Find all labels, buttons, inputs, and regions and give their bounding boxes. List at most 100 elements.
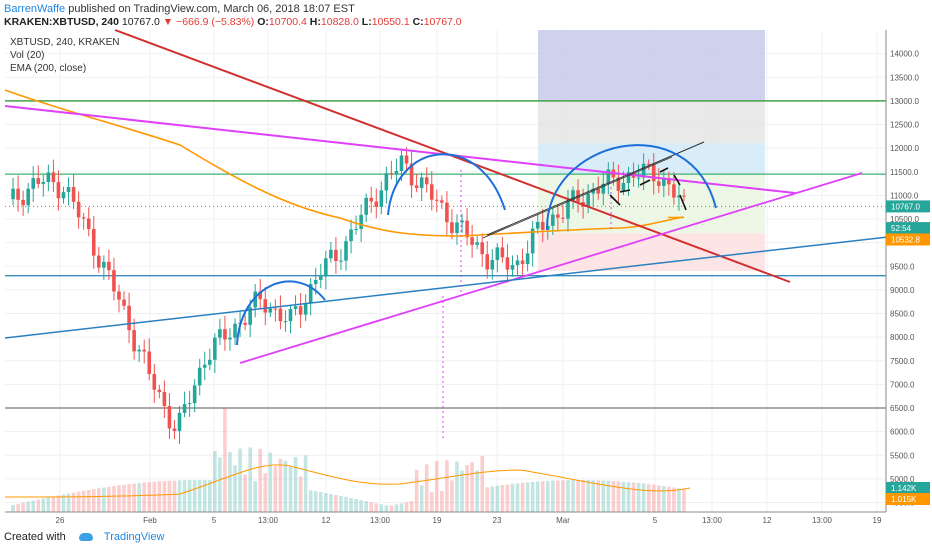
candle-body bbox=[616, 177, 621, 191]
rising-support-line bbox=[239, 172, 863, 364]
volume-bar bbox=[61, 494, 66, 512]
close-value: 10767.0 bbox=[423, 16, 462, 28]
candle-body bbox=[354, 228, 358, 230]
volume-bar bbox=[318, 492, 323, 512]
price-tick-label: 11500.0 bbox=[890, 168, 919, 177]
volume-bar bbox=[677, 488, 681, 512]
drawing-overlays bbox=[4, 29, 915, 498]
candle-body bbox=[667, 178, 671, 185]
volume-bar bbox=[601, 480, 606, 512]
legend-ema: EMA (200, close) bbox=[10, 63, 87, 74]
candle-body bbox=[419, 177, 424, 188]
candle-body bbox=[525, 253, 530, 265]
arc-pattern bbox=[545, 144, 717, 231]
volume-bar bbox=[102, 487, 106, 512]
volume-bar bbox=[369, 502, 374, 512]
volume-bar bbox=[152, 481, 157, 512]
candle-body bbox=[329, 249, 333, 259]
volume-bar bbox=[419, 485, 424, 512]
candle-body bbox=[167, 406, 172, 429]
candle-body bbox=[445, 202, 449, 223]
candle-body bbox=[117, 291, 121, 300]
candle-body bbox=[51, 172, 56, 183]
footer: Created with TradingView bbox=[4, 531, 164, 543]
candle-body bbox=[318, 276, 323, 280]
axes: 4500.05000.05500.06000.06500.07000.07500… bbox=[5, 30, 930, 525]
volume-bar bbox=[455, 461, 459, 512]
candle-body bbox=[137, 349, 141, 352]
candle-body bbox=[485, 254, 490, 270]
candle-body bbox=[455, 222, 459, 233]
volume-bar bbox=[207, 480, 212, 512]
candle-body bbox=[36, 178, 41, 184]
volume-bar bbox=[86, 489, 91, 512]
price-tick-label: 5500.0 bbox=[890, 451, 915, 460]
price-tick-label: 14000.0 bbox=[890, 50, 919, 59]
volume-bar bbox=[364, 501, 368, 512]
candle-body bbox=[122, 299, 126, 306]
volume-bar bbox=[51, 496, 56, 512]
candle-body bbox=[298, 306, 303, 315]
candle-body bbox=[46, 172, 51, 183]
volume-bar bbox=[530, 481, 535, 512]
candle-body bbox=[177, 412, 182, 432]
candle-body bbox=[495, 247, 500, 261]
candle-body bbox=[424, 177, 429, 185]
candle-body bbox=[192, 385, 197, 404]
volume-bar bbox=[616, 481, 621, 512]
candle-body bbox=[556, 214, 560, 218]
volume-bar bbox=[520, 482, 525, 512]
volume-bar bbox=[379, 504, 384, 512]
price-tick-label: 5000.0 bbox=[890, 475, 915, 484]
candle-body bbox=[404, 155, 409, 164]
volume-bar bbox=[475, 470, 479, 512]
price-tag-label: 1.015K bbox=[891, 495, 917, 504]
candle-body bbox=[273, 308, 278, 310]
candle-body bbox=[429, 184, 434, 200]
candle-body bbox=[263, 299, 268, 313]
close-label: C: bbox=[412, 16, 424, 28]
candle-body bbox=[81, 217, 86, 219]
target-zone-box bbox=[538, 30, 765, 101]
volume-bar bbox=[147, 482, 152, 512]
volume-bar bbox=[656, 485, 661, 512]
price-tick-label: 13500.0 bbox=[890, 73, 919, 82]
candle-body bbox=[349, 229, 353, 242]
tradingview-brand[interactable]: TradingView bbox=[103, 531, 165, 543]
candle-body bbox=[243, 322, 247, 325]
volume-bar bbox=[561, 480, 565, 512]
candle-body bbox=[651, 164, 656, 182]
volume-bar bbox=[344, 496, 348, 512]
arc-pattern bbox=[236, 280, 326, 346]
price-tick-label: 11000.0 bbox=[890, 191, 919, 200]
candle-body bbox=[500, 247, 505, 258]
volume-bar bbox=[26, 501, 30, 512]
candle-body bbox=[490, 260, 495, 270]
volume-bar bbox=[551, 480, 555, 512]
candle-body bbox=[344, 241, 348, 261]
volume-bar bbox=[505, 484, 510, 512]
volume-bar bbox=[308, 490, 313, 512]
volume-bar bbox=[525, 482, 530, 512]
volume-bar bbox=[349, 497, 353, 512]
volume-bar bbox=[571, 480, 575, 512]
volume-bar bbox=[394, 504, 399, 512]
volume-bar bbox=[56, 495, 61, 512]
volume-bar bbox=[682, 489, 686, 512]
candle-body bbox=[505, 257, 510, 270]
volume-bar bbox=[424, 464, 429, 512]
candle-body bbox=[540, 221, 545, 230]
candle-body bbox=[293, 306, 298, 310]
volume-bar bbox=[631, 482, 636, 512]
volume-bar bbox=[36, 499, 41, 512]
candle-body bbox=[515, 260, 520, 266]
price-tag-label: 52:54 bbox=[891, 224, 912, 233]
volume-bar bbox=[21, 502, 25, 512]
candle-body bbox=[172, 428, 177, 432]
candle-body bbox=[207, 359, 212, 365]
price-tag bbox=[886, 482, 930, 494]
author-link[interactable]: BarrenWaffe bbox=[4, 3, 66, 15]
change-value: −666.9 (−5.83%) bbox=[176, 16, 255, 28]
volume-bar bbox=[621, 481, 626, 512]
